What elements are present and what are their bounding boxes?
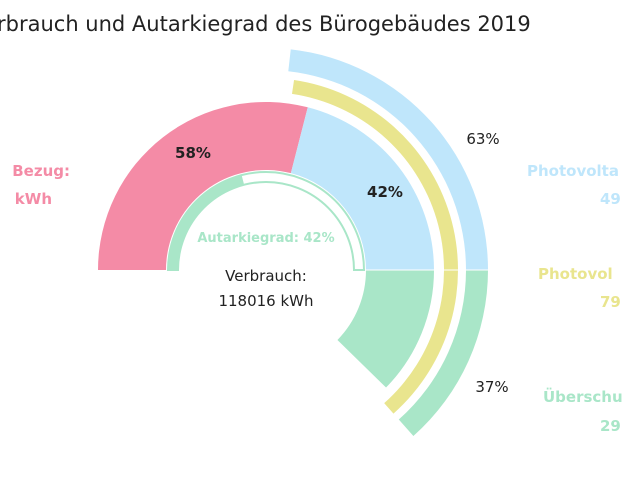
right-label-surplus: Überschu <box>543 387 623 406</box>
consumption-label: Verbrauch: <box>225 267 307 285</box>
right-label-pv-self-use: Photovolta <box>527 162 619 180</box>
right-label-pv-production: Photovol <box>538 265 613 283</box>
surplus-slice <box>337 270 434 388</box>
left-label-grid-purchase: Bezug: <box>12 162 70 180</box>
grid-purchase-slice <box>98 102 308 270</box>
autarky-label: Autarkiegrad: 42% <box>197 231 334 246</box>
right-value-pv-production: 79 <box>600 293 621 311</box>
chart-title: rbrauch und Autarkiegrad des Bürogebäude… <box>0 12 531 36</box>
chart-marks <box>98 49 488 437</box>
right-value-surplus: 29 <box>600 417 621 435</box>
pv-production-self-use-slice <box>288 49 488 270</box>
right-value-pv-self-use: 49 <box>600 190 621 208</box>
pv-production-self-use-percent: 63% <box>466 130 499 148</box>
left-value-grid-purchase: kWh <box>15 190 52 208</box>
pv-self-use-slice <box>290 107 434 270</box>
pv-production-surplus-slice <box>398 270 488 437</box>
grid-purchase-percent: 58% <box>175 144 211 162</box>
pv-self-use-percent: 42% <box>367 183 403 201</box>
pv-production-ring <box>292 80 458 414</box>
pv-production-surplus-percent: 37% <box>475 378 508 396</box>
consumption-value: 118016 kWh <box>218 292 313 310</box>
autarky-fill <box>168 175 245 270</box>
